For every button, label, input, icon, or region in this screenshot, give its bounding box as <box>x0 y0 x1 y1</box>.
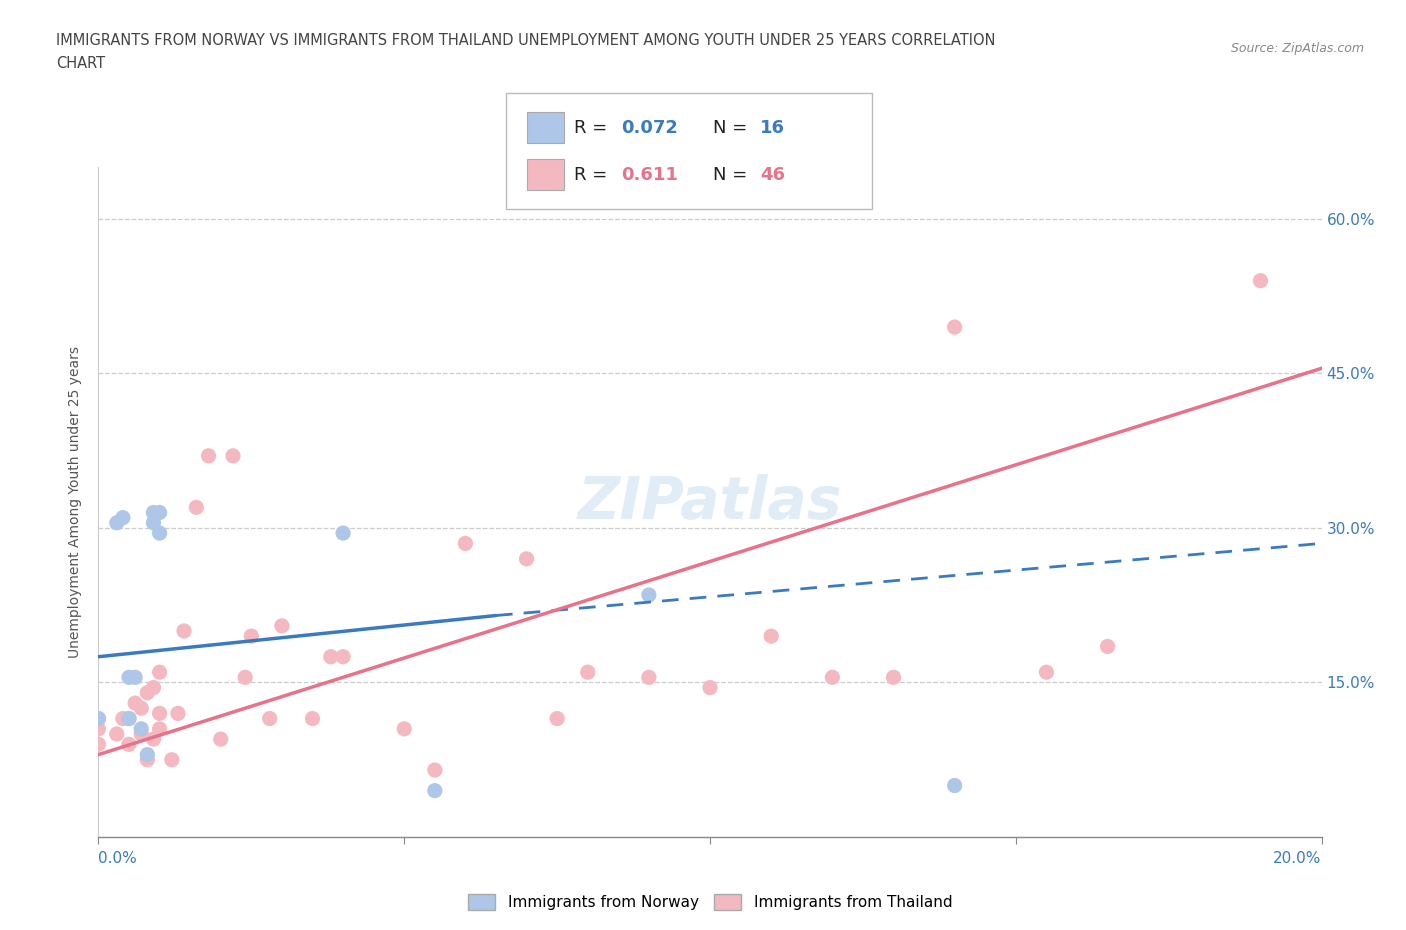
Text: R =: R = <box>574 119 613 137</box>
Point <box>516 551 538 566</box>
Text: 16: 16 <box>759 119 785 137</box>
Point <box>454 536 477 551</box>
Point <box>142 515 165 530</box>
Point <box>821 670 844 684</box>
Y-axis label: Unemployment Among Youth under 25 years: Unemployment Among Youth under 25 years <box>69 346 83 658</box>
Point <box>87 737 110 751</box>
Point <box>136 752 159 767</box>
Point <box>149 505 172 520</box>
Point <box>943 320 966 335</box>
Point <box>118 670 141 684</box>
Text: N =: N = <box>713 119 752 137</box>
Point <box>699 680 721 695</box>
Point <box>301 711 323 726</box>
Point <box>392 722 416 737</box>
Point <box>259 711 281 726</box>
Text: R =: R = <box>574 166 613 183</box>
Point <box>149 722 172 737</box>
Point <box>546 711 568 726</box>
Point <box>197 448 219 463</box>
Point <box>209 732 232 747</box>
Point <box>637 670 661 684</box>
Text: CHART: CHART <box>56 56 105 71</box>
Point <box>124 696 146 711</box>
Point <box>136 747 159 762</box>
Text: IMMIGRANTS FROM NORWAY VS IMMIGRANTS FROM THAILAND UNEMPLOYMENT AMONG YOUTH UNDE: IMMIGRANTS FROM NORWAY VS IMMIGRANTS FRO… <box>56 33 995 47</box>
Point <box>142 505 165 520</box>
Point <box>1035 665 1057 680</box>
Point <box>1249 273 1271 288</box>
Point <box>637 588 661 603</box>
Text: 0.072: 0.072 <box>621 119 678 137</box>
Point <box>142 732 165 747</box>
Point <box>149 665 172 680</box>
Point <box>87 722 110 737</box>
Point <box>118 737 141 751</box>
Point <box>759 629 782 644</box>
Point <box>111 511 134 525</box>
Point <box>149 525 172 540</box>
Point <box>240 629 263 644</box>
Text: 46: 46 <box>759 166 785 183</box>
Point <box>332 649 354 664</box>
Point <box>118 711 141 726</box>
Point <box>1097 639 1119 654</box>
FancyBboxPatch shape <box>527 112 564 143</box>
Point <box>167 706 190 721</box>
Point <box>111 711 134 726</box>
Text: N =: N = <box>713 166 752 183</box>
Point <box>142 680 165 695</box>
Point <box>222 448 245 463</box>
Point <box>319 649 342 664</box>
Point <box>105 515 128 530</box>
Text: 0.611: 0.611 <box>621 166 678 183</box>
Point <box>576 665 599 680</box>
Text: ZIPatlas: ZIPatlas <box>578 473 842 531</box>
Point <box>943 778 966 793</box>
Point <box>173 623 195 638</box>
Point <box>186 500 208 515</box>
Point <box>233 670 256 684</box>
Point <box>423 783 446 798</box>
Point <box>124 670 146 684</box>
Point <box>332 525 354 540</box>
Point <box>129 701 152 716</box>
FancyBboxPatch shape <box>527 159 564 191</box>
Point <box>423 763 446 777</box>
Point <box>118 711 141 726</box>
Point <box>87 711 110 726</box>
Text: 20.0%: 20.0% <box>1274 851 1322 866</box>
Point <box>149 706 172 721</box>
Point <box>160 752 183 767</box>
Point <box>129 726 152 741</box>
Point <box>105 726 128 741</box>
Point <box>883 670 905 684</box>
Point <box>136 685 159 700</box>
Point <box>129 722 152 737</box>
Point <box>87 711 110 726</box>
Legend: Immigrants from Norway, Immigrants from Thailand: Immigrants from Norway, Immigrants from … <box>461 888 959 916</box>
Point <box>270 618 292 633</box>
Text: Source: ZipAtlas.com: Source: ZipAtlas.com <box>1230 42 1364 55</box>
Text: 0.0%: 0.0% <box>98 851 138 866</box>
